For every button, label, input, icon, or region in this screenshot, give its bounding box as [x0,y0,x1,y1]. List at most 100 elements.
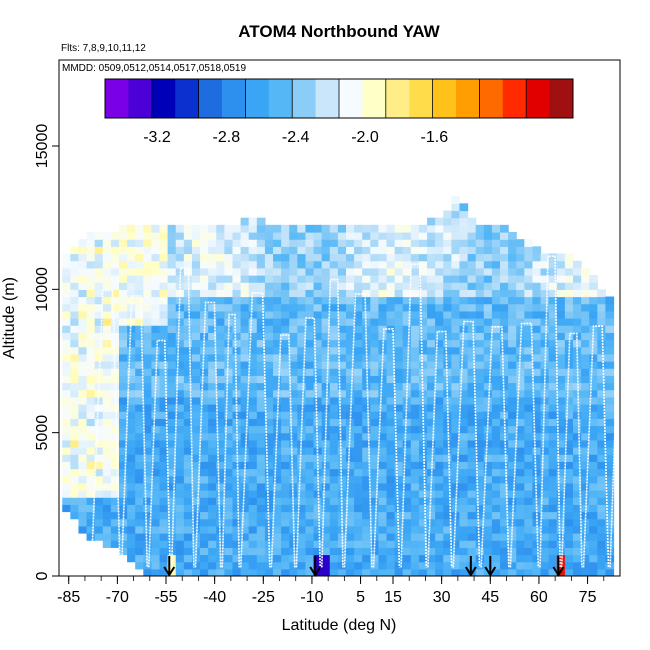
heatmap-cell [475,396,485,405]
heatmap-cell [597,554,607,563]
heatmap-cell [94,282,104,290]
heatmap-cell [208,432,217,441]
heatmap-cell [191,303,201,312]
heatmap-cell [410,404,420,412]
heatmap-cell [524,239,534,247]
heatmap-cell [337,396,347,405]
heatmap-cell [70,497,80,505]
heatmap-cell [548,332,558,341]
heatmap-cell [273,511,282,520]
heatmap-cell [289,439,298,448]
heatmap-cell [143,382,153,391]
heatmap-cell [451,346,461,355]
heatmap-cell [175,368,185,376]
heatmap-cell [451,232,461,240]
heatmap-cell [127,353,136,362]
heatmap-cell [313,547,323,556]
heatmap-cell [597,318,607,326]
heatmap-cell [427,275,436,283]
heatmap-cell [451,353,461,362]
heatmap-cell [402,533,412,541]
heatmap-cell [459,554,469,563]
heatmap-cell [273,411,282,419]
heatmap-cell [435,554,444,563]
heatmap-cell [564,497,574,505]
heatmap-cell [524,339,534,348]
heatmap-cell [483,518,493,527]
heatmap-cell [256,253,266,262]
heatmap-cell [224,275,234,283]
heatmap-cell [435,267,444,276]
heatmap-cell [94,260,104,269]
heatmap-cell [402,425,412,434]
heatmap-cell [118,296,128,305]
heatmap-cell [232,561,242,570]
heatmap-cell [459,439,469,448]
heatmap-cell [556,468,566,477]
heatmap-cell [524,310,534,319]
heatmap-cell [508,246,517,255]
heatmap-cell [159,411,169,419]
heatmap-cell [183,260,193,269]
heatmap-cell [175,253,185,262]
heatmap-cell [289,461,298,470]
heatmap-cell [378,468,388,477]
colorbar-tick-label: -2.4 [282,129,310,146]
heatmap-cell [183,561,193,570]
heatmap-cell [540,296,550,305]
heatmap-cell [491,404,501,412]
heatmap-cell [410,468,420,477]
heatmap-cell [337,447,347,455]
heatmap-cell [581,332,590,341]
heatmap-cell [102,253,112,262]
heatmap-cell [362,447,371,455]
heatmap-cell [297,568,307,576]
heatmap-cell [410,318,420,326]
heatmap-cell [532,404,542,412]
heatmap-cell [443,447,452,455]
heatmap-cell [240,246,250,255]
heatmap-cell [127,239,136,247]
heatmap-cell [151,447,161,455]
heatmap-cell [191,425,201,434]
heatmap-cell [418,404,428,412]
heatmap-cell [524,389,534,398]
heatmap-cell [394,260,404,269]
heatmap-cell [240,568,250,576]
heatmap-cell [345,310,355,319]
heatmap-cell [402,353,412,362]
heatmap-cell [451,525,461,534]
heatmap-cell [508,368,517,376]
heatmap-cell [427,454,436,462]
heatmap-cell [556,325,566,333]
heatmap-cell [386,468,396,477]
heatmap-cell [127,404,136,412]
heatmap-cell [540,568,550,576]
heatmap-cell [200,518,209,527]
heatmap-cell [248,382,258,391]
heatmap-cell [467,490,477,498]
heatmap-cell [556,439,566,448]
heatmap-cell [443,518,452,527]
heatmap-cell [232,368,242,376]
heatmap-cell [273,561,282,570]
heatmap-cell [118,439,128,448]
heatmap-cell [224,425,234,434]
heatmap-cell [135,518,144,527]
heatmap-cell [313,346,323,355]
heatmap-cell [297,303,307,312]
heatmap-cell [256,561,266,570]
heatmap-cell [354,461,363,470]
heatmap-cell [491,490,501,498]
heatmap-cell [500,282,509,290]
heatmap-cell [370,454,380,462]
heatmap-cell [329,325,339,333]
heatmap-cell [508,382,517,391]
heatmap-cell [354,318,363,326]
heatmap-cell [427,439,436,448]
heatmap-cell [110,497,120,505]
heatmap-cell [516,296,525,305]
heatmap-cell [418,224,428,233]
heatmap-cell [94,303,104,312]
